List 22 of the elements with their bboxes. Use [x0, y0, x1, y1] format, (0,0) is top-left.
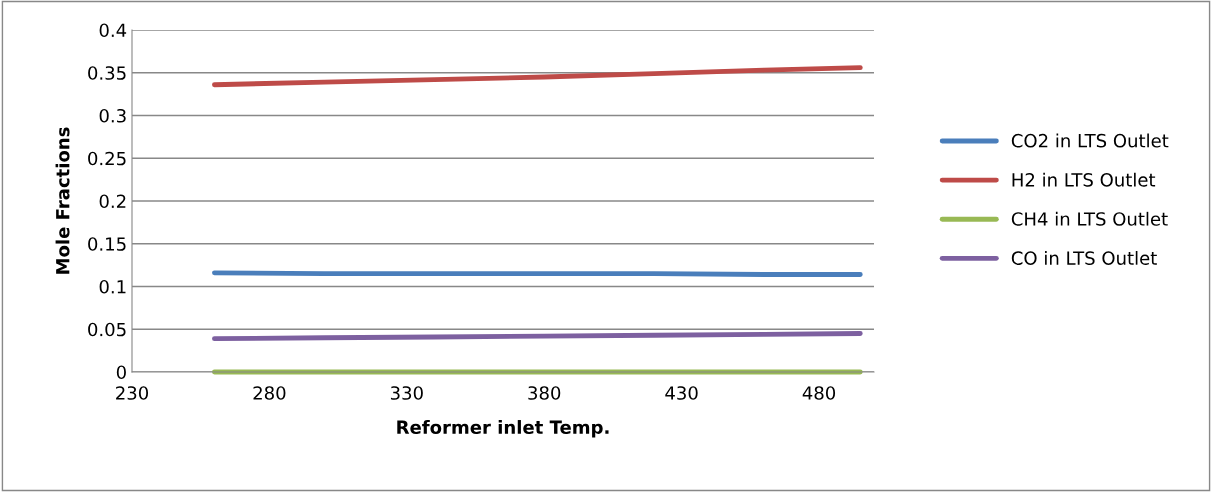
legend-label: CO2 in LTS Outlet — [1011, 133, 1169, 148]
x-tick-label: 230 — [116, 386, 149, 400]
y-tick-label: 0.05 — [88, 322, 126, 337]
y-tick-label: 0.1 — [99, 279, 126, 294]
y-tick-label: 0.35 — [88, 66, 126, 80]
x-tick-label: 330 — [390, 386, 423, 400]
x-tick-label: 380 — [528, 386, 561, 400]
y-tick-label: 0 — [116, 365, 126, 380]
legend-label: H2 in LTS Outlet — [1012, 172, 1156, 187]
legend-label: CH4 in LTS Outlet — [1011, 211, 1168, 226]
line-series — [212, 65, 863, 88]
y-tick-label: 0.15 — [88, 237, 126, 251]
y-tick-label: 0.25 — [88, 151, 126, 166]
x-tick-label: 480 — [802, 386, 836, 400]
legend-label: CO in LTS Outlet — [1011, 250, 1157, 265]
y-tick-label: 0.4 — [99, 23, 127, 38]
y-tick-label: 0.3 — [99, 108, 126, 123]
y-tick-label: 0.2 — [99, 194, 126, 209]
x-axis-title: Reformer inlet Temp. — [397, 420, 609, 438]
x-tick-label: 280 — [253, 386, 286, 400]
y-axis-title: Mole Fractions — [55, 127, 70, 274]
x-tick-label: 430 — [665, 386, 698, 400]
